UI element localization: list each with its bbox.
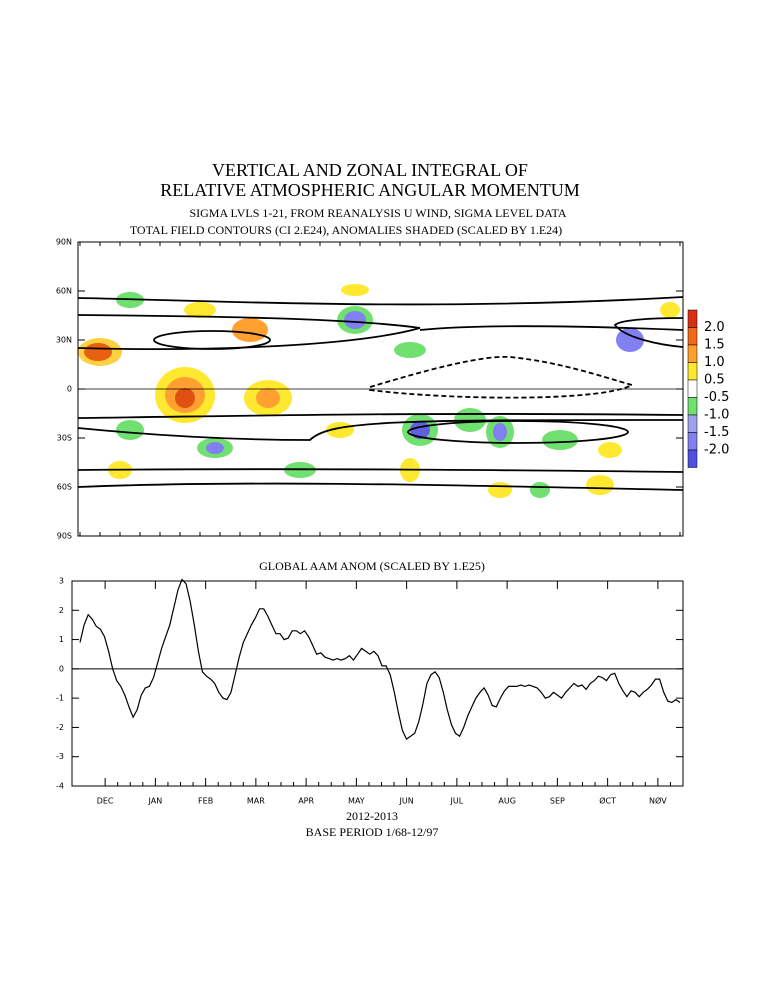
x-tick-label: NØV — [649, 796, 667, 806]
y-tick-label: 90N — [56, 238, 72, 247]
anomaly-shading — [78, 284, 680, 498]
y-tick-label: 60N — [56, 287, 72, 296]
x-tick-label: ØCT — [599, 796, 616, 806]
x-tick-label: FEB — [198, 797, 213, 806]
colorbar-label: -2.0 — [704, 443, 729, 458]
colorbar-swatch — [687, 379, 698, 398]
subtitle: TOTAL FIELD CONTOURS (CI 2.E24), ANOMALI… — [130, 223, 562, 237]
contours — [77, 296, 684, 491]
colorbar-swatch — [687, 449, 698, 468]
x-tick-label: DEC — [97, 797, 114, 806]
y-tick-label: 2 — [59, 606, 64, 615]
x-tick-label: MAR — [247, 797, 265, 806]
chart-title: GLOBAL AAM ANOM (SCALED BY 1.E25) — [259, 559, 485, 573]
x-axis-label: 2012-2013 — [346, 809, 398, 823]
subtitle: SIGMA LVLS 1-21, FROM REANALYSIS U WIND,… — [189, 206, 566, 220]
y-tick-label: 3 — [59, 577, 64, 586]
x-tick-label: JUL — [450, 797, 464, 806]
colorbar-swatch — [687, 414, 698, 433]
x-tick-label: AUG — [498, 797, 516, 806]
y-tick-label: 90S — [57, 532, 72, 541]
aam-line — [79, 578, 681, 741]
colorbar-label: -1.5 — [704, 425, 729, 440]
y-tick-label: 0 — [59, 664, 64, 673]
colorbar-swatch — [687, 344, 698, 363]
colorbar-label: -1.0 — [704, 408, 729, 423]
y-tick-label: -3 — [56, 752, 64, 761]
colorbar-label: 0.5 — [704, 373, 725, 388]
y-tick-label: 60S — [57, 483, 72, 492]
colorbar-label: 1.5 — [704, 338, 725, 353]
title-line: RELATIVE ATMOSPHERIC ANGULAR MOMENTUM — [160, 180, 580, 200]
y-tick-label: 30N — [56, 336, 72, 345]
x-tick-label: SEP — [550, 797, 565, 806]
colorbar-swatch — [687, 362, 698, 381]
colorbar-swatch — [687, 432, 698, 451]
colorbar-label: 1.0 — [704, 355, 725, 370]
colorbar-label: 2.0 — [704, 320, 725, 335]
x-tick-label: MAY — [348, 797, 365, 806]
colorbar-swatch — [687, 397, 698, 416]
y-tick-label: 1 — [59, 635, 64, 644]
x-tick-label: JAN — [148, 797, 163, 806]
colorbar-swatch — [687, 327, 698, 346]
y-tick-label: 30S — [57, 434, 72, 443]
title-line: VERTICAL AND ZONAL INTEGRAL OF — [212, 160, 528, 180]
plot-frame — [71, 580, 684, 787]
y-tick-label: 0 — [67, 385, 72, 394]
x-tick-label: APR — [298, 797, 314, 806]
y-tick-label: -2 — [56, 723, 64, 732]
colorbar-label: -0.5 — [704, 390, 729, 405]
x-tick-label: JUN — [399, 797, 414, 806]
y-tick-label: -4 — [56, 782, 64, 791]
note: BASE PERIOD 1/68-12/97 — [306, 825, 439, 839]
colorbar-swatch — [687, 309, 698, 328]
y-tick-label: -1 — [56, 694, 64, 703]
